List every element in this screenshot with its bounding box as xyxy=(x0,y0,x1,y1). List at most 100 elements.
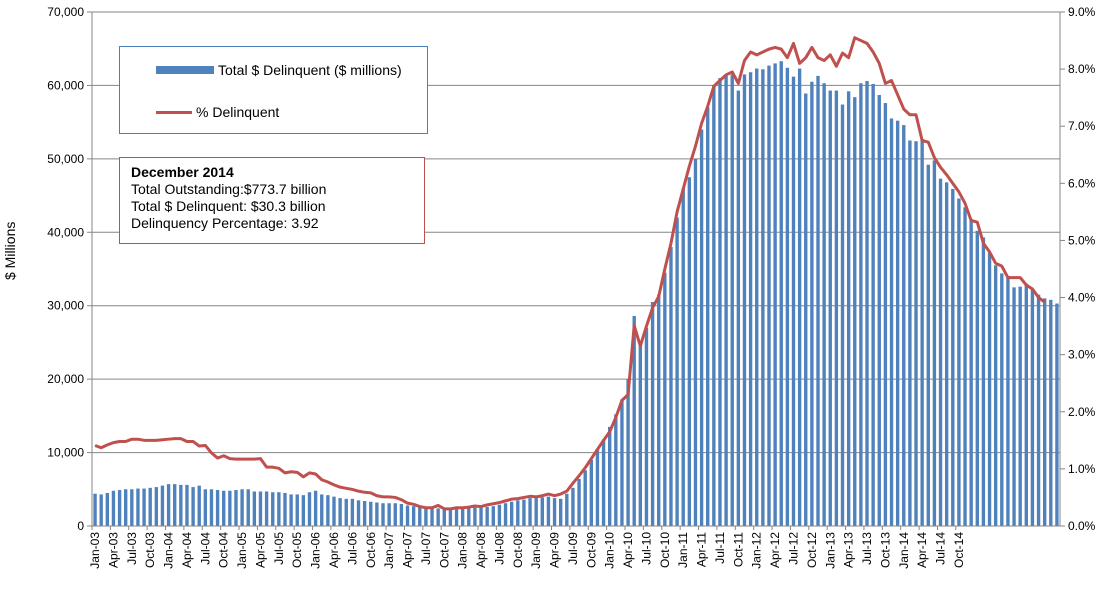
delinquent-bar xyxy=(620,399,624,526)
x-tick-label: Oct-11 xyxy=(731,532,745,567)
delinquent-bar xyxy=(246,489,250,526)
x-tick-label: Jan-09 xyxy=(529,532,543,569)
delinquent-bar xyxy=(252,491,257,526)
delinquent-bar xyxy=(552,498,557,526)
delinquent-bar xyxy=(503,503,508,526)
x-tick-label: Jul-14 xyxy=(934,532,948,565)
delinquent-bar xyxy=(595,448,600,526)
delinquent-bar xyxy=(791,76,796,527)
delinquent-bar xyxy=(362,501,367,526)
delinquent-bar xyxy=(601,439,606,526)
chart-legend: Total $ Delinquent ($ millions) % Delinq… xyxy=(119,46,428,134)
delinquent-bar xyxy=(797,68,802,526)
delinquent-bar xyxy=(479,507,483,526)
delinquent-bar xyxy=(148,487,152,526)
x-tick-label: Jul-06 xyxy=(345,532,359,565)
delinquent-bar xyxy=(387,503,391,526)
delinquent-bar xyxy=(209,489,214,526)
delinquent-bar xyxy=(883,103,888,527)
delinquent-bar xyxy=(338,498,342,526)
delinquent-bar xyxy=(993,265,998,526)
delinquent-bar xyxy=(326,495,330,526)
x-tick-label: Jul-13 xyxy=(860,532,874,565)
delinquent-bar xyxy=(534,498,538,526)
y2-tick-label: 6.0% xyxy=(1068,176,1096,190)
x-tick-label: Oct-14 xyxy=(952,532,966,568)
delinquent-bar xyxy=(160,485,165,526)
percent-line xyxy=(94,36,1046,511)
delinquent-bar xyxy=(773,63,777,527)
delinquent-bar xyxy=(626,379,630,526)
summary-total-outstanding: Total Outstanding:$773.7 billion xyxy=(131,181,327,197)
delinquent-bar xyxy=(1055,303,1059,526)
delinquent-bar xyxy=(742,74,747,527)
summary-total-delinquent: Total $ Delinquent: $30.3 billion xyxy=(131,198,326,214)
delinquent-bar xyxy=(957,198,961,526)
delinquent-bar xyxy=(810,81,814,526)
x-tick-label: Jan-14 xyxy=(897,532,911,569)
delinquent-bar xyxy=(1036,294,1041,526)
delinquent-bar xyxy=(877,94,881,526)
delinquent-bar xyxy=(460,508,465,526)
delinquent-bar xyxy=(381,503,385,526)
delinquent-bar xyxy=(485,506,489,526)
delinquent-bar xyxy=(889,118,894,526)
x-tick-label: Apr-09 xyxy=(548,532,562,568)
delinquent-bar xyxy=(424,507,428,526)
delinquent-bar xyxy=(589,459,594,526)
delinquent-bar xyxy=(834,90,839,526)
delinquent-bar xyxy=(185,484,189,526)
x-tick-label: Oct-09 xyxy=(584,532,598,568)
x-tick-label: Apr-05 xyxy=(253,532,267,568)
summary-box: December 2014 Total Outstanding:$773.7 b… xyxy=(119,157,425,244)
delinquent-bar xyxy=(313,490,318,526)
x-tick-label: Jul-11 xyxy=(713,532,727,564)
delinquent-bar xyxy=(240,489,244,526)
delinquent-bar xyxy=(785,67,790,526)
x-tick-label: Apr-10 xyxy=(621,532,635,568)
delinquent-bar xyxy=(332,496,336,526)
delinquent-bar xyxy=(761,69,765,526)
delinquent-bar xyxy=(1018,286,1022,526)
delinquent-bar xyxy=(816,75,820,526)
delinquent-bar xyxy=(614,414,618,526)
y-tick-label: 30,000 xyxy=(47,299,84,313)
delinquent-bar xyxy=(608,426,612,526)
right-axis-ticks: 0.0% 1.0% 2.0% 3.0% 4.0% 5.0% 6.0% 7.0% 8.0% 9.0% xyxy=(1060,5,1096,533)
x-tick-label: Jan-10 xyxy=(603,532,617,569)
delinquent-bar xyxy=(264,491,269,526)
delinquent-bar xyxy=(748,72,753,526)
delinquent-bar xyxy=(448,508,453,526)
delinquent-bar xyxy=(895,120,900,526)
delinquent-bar xyxy=(669,246,673,526)
delinquent-bar xyxy=(963,207,967,526)
x-tick-label: Oct-12 xyxy=(805,532,819,568)
y2-tick-label: 1.0% xyxy=(1068,462,1096,476)
delinquent-bar xyxy=(117,490,122,526)
y2-tick-label: 0.0% xyxy=(1068,519,1096,533)
x-tick-label: Oct-06 xyxy=(364,532,378,568)
delinquent-bar xyxy=(583,470,587,526)
x-tick-label: Apr-03 xyxy=(106,532,120,568)
delinquent-bar xyxy=(1006,276,1010,526)
x-tick-label: Apr-04 xyxy=(180,532,194,568)
delinquent-bar xyxy=(571,487,575,526)
delinquent-bar xyxy=(522,499,526,526)
left-axis-ticks: 0 10,000 20,000 30,000 40,000 50,000 60,000 70,… xyxy=(47,5,92,533)
delinquent-bar xyxy=(712,85,716,526)
delinquent-bar xyxy=(399,503,404,526)
x-tick-label: Apr-14 xyxy=(915,532,929,568)
x-tick-label: Jan-13 xyxy=(823,532,837,569)
delinquent-bar xyxy=(344,498,348,526)
summary-delinquency-percentage: Delinquency Percentage: 3.92 xyxy=(131,215,319,231)
delinquent-bar xyxy=(840,104,845,527)
delinquent-bar xyxy=(565,493,569,526)
x-tick-label: Apr-13 xyxy=(842,532,856,568)
x-tick-label: Jul-10 xyxy=(639,532,653,565)
y2-tick-label: 2.0% xyxy=(1068,405,1096,419)
delinquent-bar xyxy=(136,488,140,526)
delinquent-bars xyxy=(93,61,1059,527)
x-tick-label: Oct-05 xyxy=(290,532,304,568)
y-tick-label: 50,000 xyxy=(47,152,84,166)
delinquent-bar xyxy=(908,140,912,526)
